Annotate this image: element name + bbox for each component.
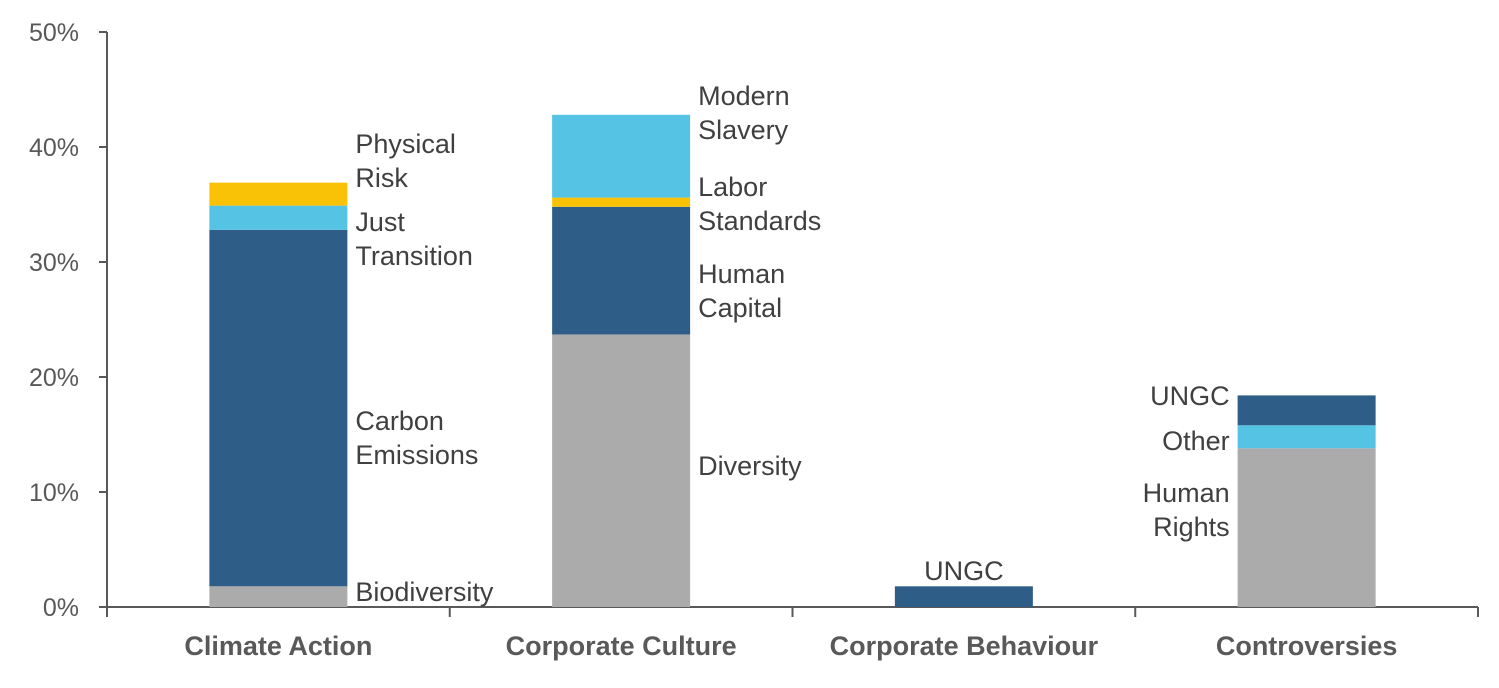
bar-segment	[1237, 425, 1376, 449]
segment-label-line: Emissions	[355, 440, 478, 470]
segment-label: Physical Risk	[355, 129, 456, 193]
segment-label: Human Rights	[1143, 478, 1230, 542]
segment-label-line: Standards	[698, 206, 821, 236]
bar-segment	[552, 334, 691, 607]
y-tick-label: 30%	[29, 249, 79, 277]
bars	[209, 114, 1376, 607]
category-label: Climate Action	[184, 631, 372, 661]
segment-label-line: Other	[1162, 426, 1230, 456]
segment-label: Labor Standards	[698, 172, 821, 236]
y-axis: 0% 10% 20% 30% 40% 50%	[29, 19, 108, 622]
segment-label-line: Transition	[355, 241, 473, 271]
y-tick-label: 10%	[29, 479, 79, 507]
segment-label: Diversity	[698, 451, 802, 481]
category-label: Controversies	[1216, 631, 1398, 661]
segment-label-line: Physical	[355, 129, 456, 159]
segment-label-line: UNGC	[924, 556, 1004, 586]
segment-label-line: Risk	[355, 163, 408, 193]
bar-segment	[1237, 395, 1376, 426]
category-label: Corporate Culture	[506, 631, 737, 661]
y-tick-label: 40%	[29, 134, 79, 162]
y-tick-label: 50%	[29, 19, 79, 47]
segment-label: Other	[1162, 426, 1230, 456]
bar-segment	[209, 182, 348, 206]
segment-label: Modern Slavery	[698, 81, 790, 145]
segment-label-line: Modern	[698, 81, 790, 111]
bar-segment	[552, 206, 691, 335]
segment-label: UNGC	[1150, 381, 1230, 411]
segment-label-line: Rights	[1153, 512, 1230, 542]
y-tick-label: 20%	[29, 364, 79, 392]
y-tick-label: 0%	[43, 594, 79, 622]
segment-label: Biodiversity	[355, 577, 494, 607]
x-axis: Climate Action Corporate Culture Corporate…	[106, 606, 1479, 661]
bar-segment	[209, 229, 348, 587]
bar-segment	[1237, 448, 1376, 607]
bar-segment	[209, 205, 348, 230]
bar-segment	[894, 586, 1033, 607]
segment-label-line: Capital	[698, 293, 782, 323]
segment-label: Human Capital	[698, 259, 785, 323]
segment-label-line: Carbon	[355, 406, 444, 436]
segment-label-line: Biodiversity	[355, 577, 494, 607]
segment-label-line: Diversity	[698, 451, 802, 481]
segment-labels: Biodiversity Carbon Emissions Just Transitio…	[355, 81, 1229, 607]
segment-label: Just Transition	[355, 207, 473, 271]
segment-label-line: Labor	[698, 172, 767, 202]
segment-label: UNGC	[924, 556, 1004, 586]
bar-segment	[552, 197, 691, 207]
segment-label-line: Human	[1143, 478, 1230, 508]
bar-segment	[552, 114, 691, 198]
segment-label: Carbon Emissions	[355, 406, 478, 470]
segment-label-line: Human	[698, 259, 785, 289]
category-label: Corporate Behaviour	[830, 631, 1099, 661]
segment-label-line: UNGC	[1150, 381, 1230, 411]
segment-label-line: Slavery	[698, 115, 789, 145]
bar-segment	[209, 586, 348, 607]
segment-label-line: Just	[355, 207, 405, 237]
